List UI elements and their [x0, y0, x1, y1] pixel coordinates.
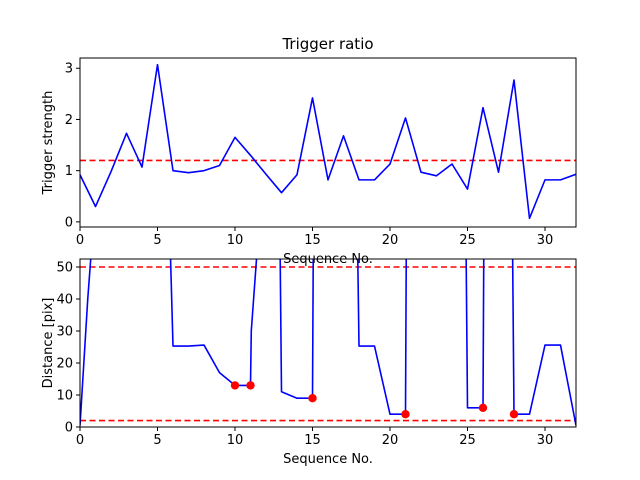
distance-y-tick-label: 40 — [56, 293, 73, 308]
trigger-y-tick-label: 1 — [65, 164, 73, 179]
distance-marker-point — [246, 381, 255, 390]
distance-marker-point — [401, 410, 410, 419]
trigger-x-tick-label: 30 — [537, 233, 554, 248]
distance-x-tick-label: 15 — [304, 433, 321, 448]
distance-x-tick-label: 20 — [382, 433, 399, 448]
distance-y-tick-label: 10 — [56, 389, 73, 404]
distance-chart-ylabel: Distance [pix] — [41, 298, 56, 389]
distance-x-tick-label: 5 — [153, 433, 161, 448]
trigger-chart-frame — [79, 57, 577, 228]
trigger-chart-title: Trigger ratio — [281, 35, 373, 53]
distance-x-tick-label: 30 — [537, 433, 554, 448]
trigger-y-tick-label: 2 — [65, 113, 73, 128]
distance-marker-point — [478, 403, 488, 412]
distance-marker-point — [230, 381, 240, 390]
distance-x-tick-label: 0 — [76, 433, 84, 448]
trigger-y-tick-label: 3 — [65, 62, 73, 77]
trigger-x-tick-label: 25 — [459, 233, 476, 248]
trigger-x-tick-label: 0 — [76, 233, 84, 248]
distance-chart-frame — [79, 258, 577, 428]
trigger-x-tick-label: 5 — [153, 233, 161, 248]
trigger-series-line — [80, 63, 576, 220]
distance-chart: 0 5 10 15 20 25 30 0 10 20 30 40 50 Sequence No. Dis… — [41, 258, 577, 467]
distance-x-tick-label: 25 — [459, 433, 476, 448]
trigger-x-tick-label: 10 — [227, 233, 244, 248]
distance-y-tick-label: 0 — [65, 421, 73, 436]
trigger-x-tick-label: 15 — [304, 233, 321, 248]
distance-x-tick-label: 10 — [227, 433, 244, 448]
distance-chart-xlabel: Sequence No. — [283, 452, 373, 467]
trigger-x-tick-label: 20 — [382, 233, 399, 248]
distance-y-tick-label: 30 — [56, 325, 73, 340]
distance-marker-point — [509, 410, 519, 419]
trigger-y-tick-label: 0 — [65, 215, 73, 230]
trigger-chart-ylabel: Trigger strength — [41, 91, 56, 196]
distance-marker-point — [308, 394, 317, 403]
distance-y-tick-label: 20 — [56, 357, 73, 372]
distance-series-line — [80, 259, 576, 426]
distance-y-tick-label: 50 — [56, 261, 73, 276]
